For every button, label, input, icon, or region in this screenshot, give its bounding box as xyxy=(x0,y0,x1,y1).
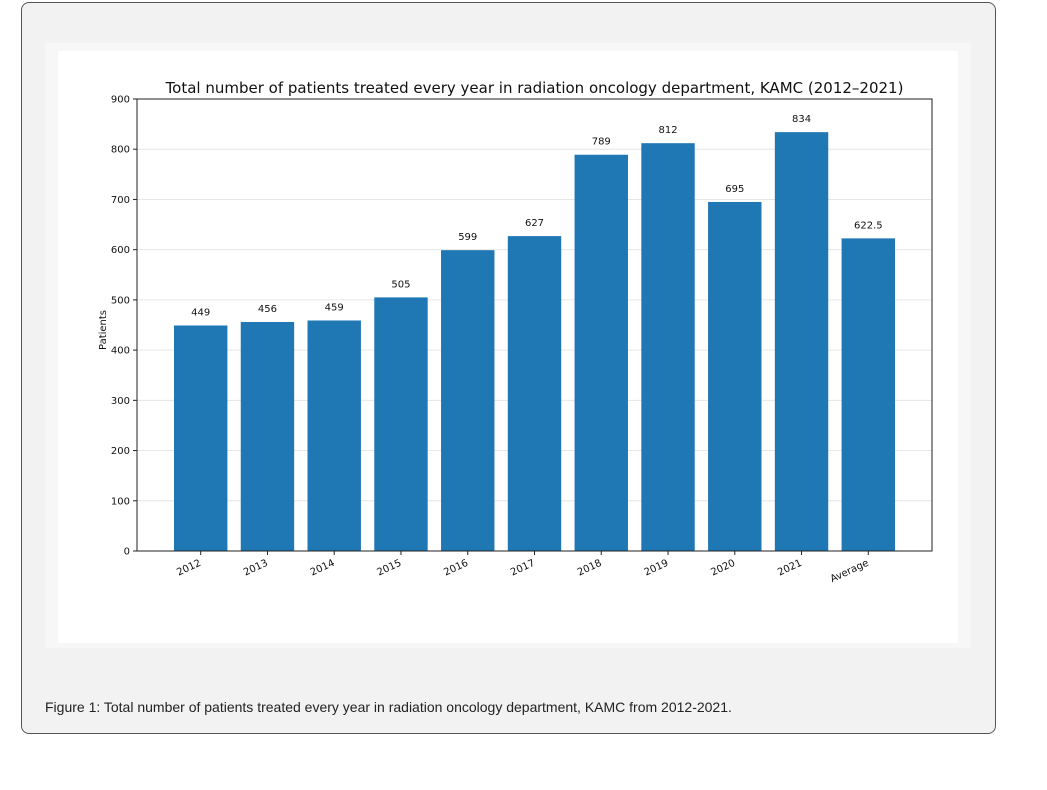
bar-value-labels: 449 456 459 505 599 627 789 812 695 834 622.5 xyxy=(191,114,882,318)
bar-value-label: 599 xyxy=(458,232,477,243)
x-tick-label: 2017 xyxy=(509,558,537,579)
bar-2018 xyxy=(574,154,628,551)
figure-card: 0 100 200 300 400 500 600 700 800 900 2012 2013 201… xyxy=(21,2,996,734)
x-tick-label: 2015 xyxy=(376,558,404,579)
x-tick-label: 2019 xyxy=(643,558,671,579)
y-tick-label: 900 xyxy=(111,95,130,106)
x-tick-label: 2018 xyxy=(576,558,604,579)
bar-2012 xyxy=(174,325,228,551)
y-tick-label: 700 xyxy=(111,195,130,206)
y-tick-label: 400 xyxy=(111,346,130,357)
y-tick-label: 300 xyxy=(111,396,130,407)
bars xyxy=(174,132,895,551)
x-ticks: 2012 2013 2014 2015 2016 2017 2018 2019 2020 2021… xyxy=(175,551,871,585)
y-tick-label: 100 xyxy=(111,496,130,507)
bar-value-label: 695 xyxy=(725,184,744,195)
figure-caption: Figure 1: Total number of patients treat… xyxy=(45,699,732,715)
bar-2020 xyxy=(708,201,762,551)
bar-2015 xyxy=(374,297,428,551)
bar-2013 xyxy=(240,321,295,551)
x-tick-label: Average xyxy=(829,558,871,585)
bar-value-label: 789 xyxy=(592,137,611,148)
bar-value-label: 449 xyxy=(191,308,210,319)
y-tick-label: 600 xyxy=(111,245,130,256)
y-tick-label: 500 xyxy=(111,295,130,306)
bar-value-label: 459 xyxy=(325,302,344,313)
bar-value-label: 622.5 xyxy=(854,220,883,231)
x-tick-label: 2021 xyxy=(776,558,804,579)
bar-2021 xyxy=(774,132,829,551)
x-tick-label: 2013 xyxy=(242,558,270,579)
chart-area: 0 100 200 300 400 500 600 700 800 900 2012 2013 201… xyxy=(58,51,958,643)
x-tick-label: 2012 xyxy=(175,558,203,579)
y-tick-label: 0 xyxy=(124,547,130,558)
y-ticks: 0 100 200 300 400 500 600 700 800 900 xyxy=(111,95,137,558)
bar-2016 xyxy=(441,250,495,551)
y-axis-label: Patients xyxy=(98,310,109,350)
x-tick-label: 2020 xyxy=(709,558,737,579)
y-tick-label: 200 xyxy=(111,446,130,457)
bar-2014 xyxy=(307,320,361,551)
bar-value-label: 812 xyxy=(658,125,677,136)
x-tick-label: 2014 xyxy=(309,558,337,579)
figure-image-frame: 0 100 200 300 400 500 600 700 800 900 2012 2013 201… xyxy=(45,43,971,648)
x-tick-label: 2016 xyxy=(442,558,470,579)
bar-2017 xyxy=(507,236,562,551)
bar-value-label: 456 xyxy=(258,304,277,315)
bar-average xyxy=(841,238,895,551)
bar-value-label: 627 xyxy=(525,218,544,229)
bar-2019 xyxy=(641,143,695,551)
bar-value-label: 505 xyxy=(391,279,410,290)
bar-value-label: 834 xyxy=(792,114,811,125)
y-tick-label: 800 xyxy=(111,145,130,156)
chart-title: Total number of patients treated every y… xyxy=(165,79,904,97)
